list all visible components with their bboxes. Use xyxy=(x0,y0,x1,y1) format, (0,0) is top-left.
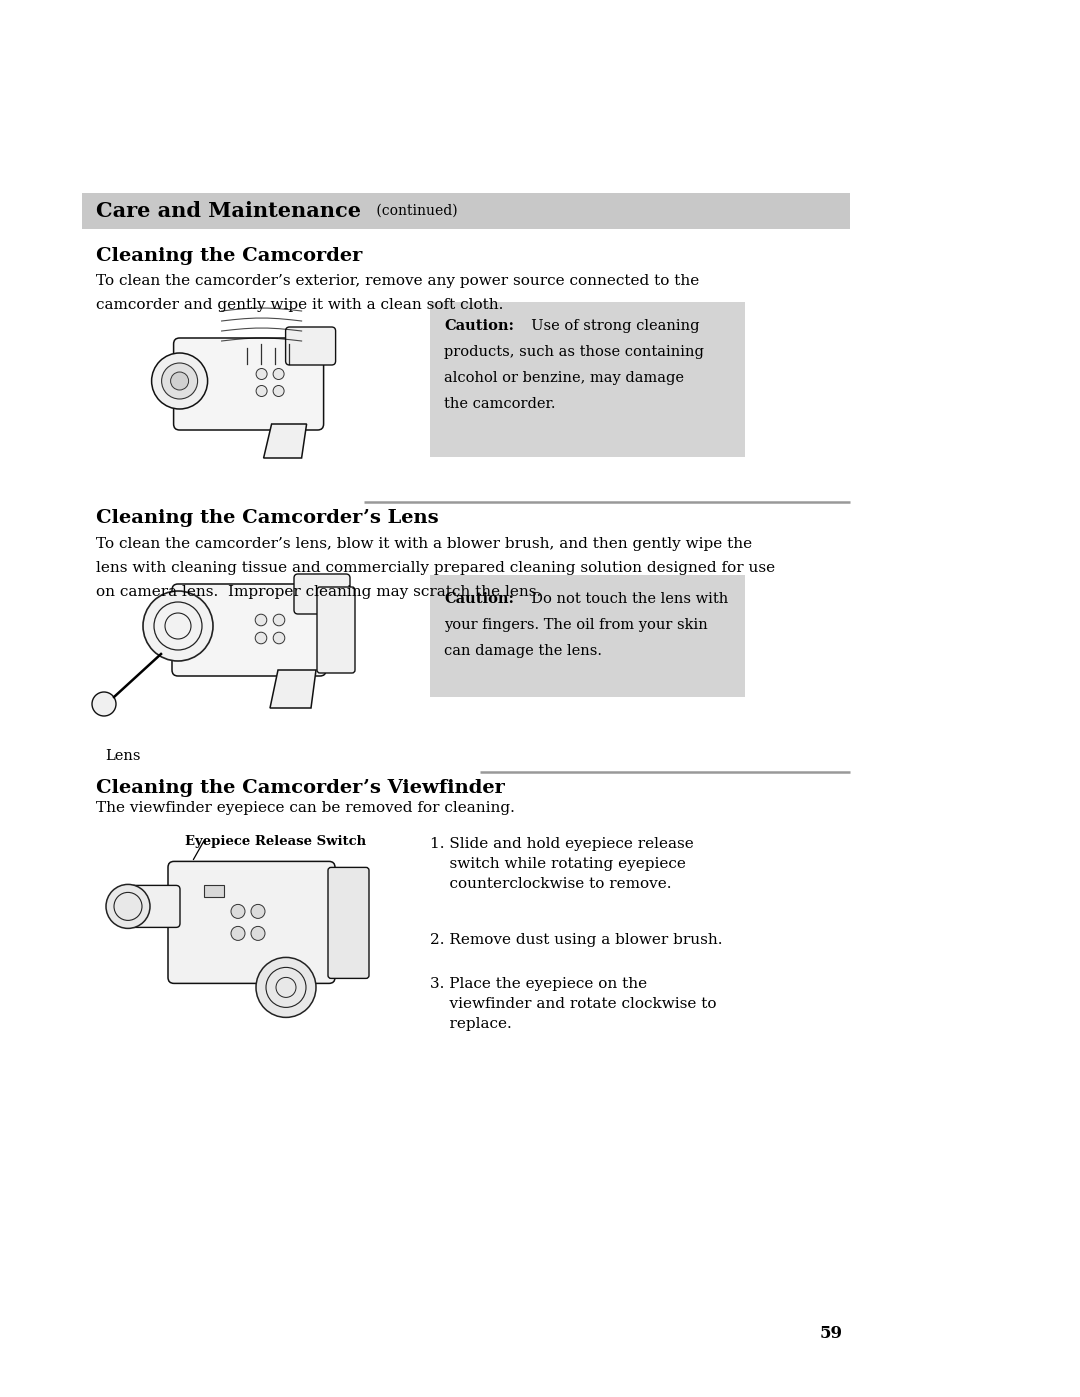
Text: Caution:: Caution: xyxy=(444,592,514,606)
Text: 2. Remove dust using a blower brush.: 2. Remove dust using a blower brush. xyxy=(430,933,723,947)
Text: The viewfinder eyepiece can be removed for cleaning.: The viewfinder eyepiece can be removed f… xyxy=(96,800,515,814)
Bar xyxy=(430,302,745,457)
Circle shape xyxy=(256,957,316,1017)
Circle shape xyxy=(231,926,245,940)
Text: Caution:: Caution: xyxy=(444,319,514,332)
Circle shape xyxy=(162,363,198,400)
Circle shape xyxy=(231,904,245,918)
Circle shape xyxy=(256,369,267,380)
Bar xyxy=(82,193,850,229)
Bar xyxy=(430,576,745,697)
Circle shape xyxy=(92,692,116,717)
Circle shape xyxy=(114,893,141,921)
Polygon shape xyxy=(270,671,316,708)
Circle shape xyxy=(273,615,285,626)
Text: Lens: Lens xyxy=(105,749,140,763)
Text: (continued): (continued) xyxy=(372,204,458,218)
Circle shape xyxy=(151,353,207,409)
Text: on camera lens.  Improper cleaning may scratch the lens.: on camera lens. Improper cleaning may sc… xyxy=(96,585,541,599)
FancyBboxPatch shape xyxy=(172,584,326,676)
Polygon shape xyxy=(264,425,307,458)
Text: To clean the camcorder’s lens, blow it with a blower brush, and then gently wipe: To clean the camcorder’s lens, blow it w… xyxy=(96,536,752,550)
Bar xyxy=(100,542,400,742)
Circle shape xyxy=(165,613,191,638)
Circle shape xyxy=(255,615,267,626)
Text: Care and Maintenance: Care and Maintenance xyxy=(96,201,361,221)
Text: the camcorder.: the camcorder. xyxy=(444,397,555,411)
Text: 3. Place the eyepiece on the
    viewfinder and rotate clockwise to
    replace.: 3. Place the eyepiece on the viewfinder … xyxy=(430,977,716,1031)
Bar xyxy=(110,282,405,482)
Text: Cleaning the Camcorder’s Viewfinder: Cleaning the Camcorder’s Viewfinder xyxy=(96,780,504,798)
FancyBboxPatch shape xyxy=(168,862,335,983)
Text: Use of strong cleaning: Use of strong cleaning xyxy=(522,319,700,332)
Circle shape xyxy=(154,602,202,650)
Text: can damage the lens.: can damage the lens. xyxy=(444,644,602,658)
Circle shape xyxy=(266,967,306,1007)
Circle shape xyxy=(171,372,189,390)
Text: Eyepiece Release Switch: Eyepiece Release Switch xyxy=(185,835,366,848)
Text: To clean the camcorder’s exterior, remove any power source connected to the: To clean the camcorder’s exterior, remov… xyxy=(96,274,699,288)
FancyBboxPatch shape xyxy=(294,574,350,615)
Circle shape xyxy=(276,978,296,997)
Text: 59: 59 xyxy=(820,1324,843,1343)
Circle shape xyxy=(273,633,285,644)
Text: Cleaning the Camcorder: Cleaning the Camcorder xyxy=(96,247,363,265)
FancyBboxPatch shape xyxy=(318,587,355,673)
Circle shape xyxy=(273,369,284,380)
Circle shape xyxy=(143,591,213,661)
FancyBboxPatch shape xyxy=(328,868,369,978)
FancyBboxPatch shape xyxy=(285,327,336,365)
Text: lens with cleaning tissue and commercially prepared cleaning solution designed f: lens with cleaning tissue and commercial… xyxy=(96,562,775,576)
Bar xyxy=(96,840,416,1018)
Text: products, such as those containing: products, such as those containing xyxy=(444,345,704,359)
Circle shape xyxy=(251,926,265,940)
Bar xyxy=(204,886,224,897)
Circle shape xyxy=(251,904,265,918)
FancyBboxPatch shape xyxy=(174,338,324,430)
Circle shape xyxy=(255,633,267,644)
Text: alcohol or benzine, may damage: alcohol or benzine, may damage xyxy=(444,372,684,386)
Circle shape xyxy=(273,386,284,397)
Text: Cleaning the Camcorder’s Lens: Cleaning the Camcorder’s Lens xyxy=(96,509,438,527)
Circle shape xyxy=(106,884,150,929)
Text: camcorder and gently wipe it with a clean soft cloth.: camcorder and gently wipe it with a clea… xyxy=(96,298,503,312)
FancyBboxPatch shape xyxy=(130,886,180,928)
Text: your fingers. The oil from your skin: your fingers. The oil from your skin xyxy=(444,617,707,631)
Text: 1. Slide and hold eyepiece release
    switch while rotating eyepiece
    counte: 1. Slide and hold eyepiece release switc… xyxy=(430,837,693,891)
Circle shape xyxy=(256,386,267,397)
Text: Do not touch the lens with: Do not touch the lens with xyxy=(522,592,728,606)
